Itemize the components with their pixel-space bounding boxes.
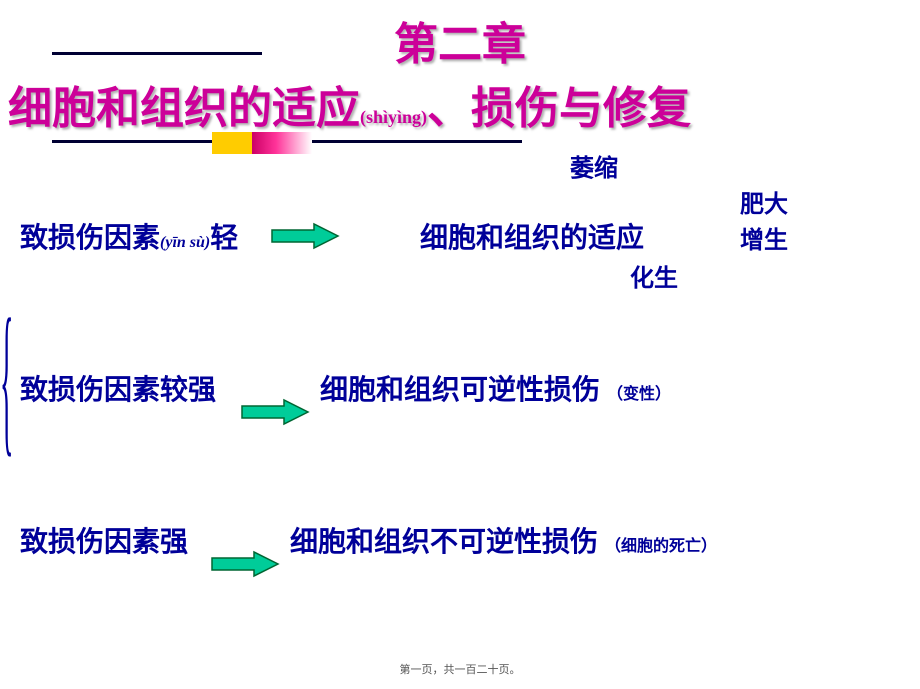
row3-right-text: 细胞和组织不可逆性损伤 — [290, 527, 598, 558]
row2-right: 细胞和组织可逆性损伤 （变性） — [320, 368, 671, 408]
arrow-icon — [210, 550, 280, 578]
adapt-item-hypertrophy: 肥大 — [740, 184, 788, 219]
row1-right: 细胞和组织的适应 — [420, 216, 644, 256]
row3-note: （细胞的死亡） — [605, 538, 717, 555]
row1-left-pinyin: (yīn sù) — [160, 234, 210, 251]
row2-left: 致损伤因素较强 — [20, 368, 216, 408]
arrow-icon — [270, 222, 340, 250]
adapt-item-metaplasia: 化生 — [630, 258, 678, 293]
decor-pink-box — [252, 132, 312, 154]
title-underline — [52, 52, 262, 55]
row1-left-a: 致损伤因素 — [20, 223, 160, 254]
row2-note: （变性） — [607, 386, 671, 403]
chapter-subtitle: 细胞和组织的适应(shìyìng)、损伤与修复 — [0, 72, 920, 136]
decor-yellow-box — [212, 132, 252, 154]
row1-left: 致损伤因素(yīn sù)轻 — [20, 216, 238, 256]
row3-left: 致损伤因素强 — [20, 520, 188, 560]
left-brace: { — [0, 290, 13, 482]
arrow-icon — [240, 398, 310, 426]
adapt-item-hyperplasia: 增生 — [740, 220, 788, 255]
row2-right-text: 细胞和组织可逆性损伤 — [320, 375, 600, 406]
row1-left-b: 轻 — [210, 223, 238, 254]
decorative-bar — [52, 132, 522, 154]
chapter-title: 第二章 — [394, 8, 526, 72]
page-footer: 第一页，共一百二十页。 — [0, 661, 920, 677]
subtitle-post: 、损伤与修复 — [427, 84, 691, 133]
row3-right: 细胞和组织不可逆性损伤 （细胞的死亡） — [290, 520, 717, 560]
adapt-item-atrophy: 萎缩 — [570, 148, 618, 183]
subtitle-pre: 细胞和组织的适应 — [8, 84, 360, 133]
subtitle-pinyin: (shìyìng) — [360, 107, 427, 127]
